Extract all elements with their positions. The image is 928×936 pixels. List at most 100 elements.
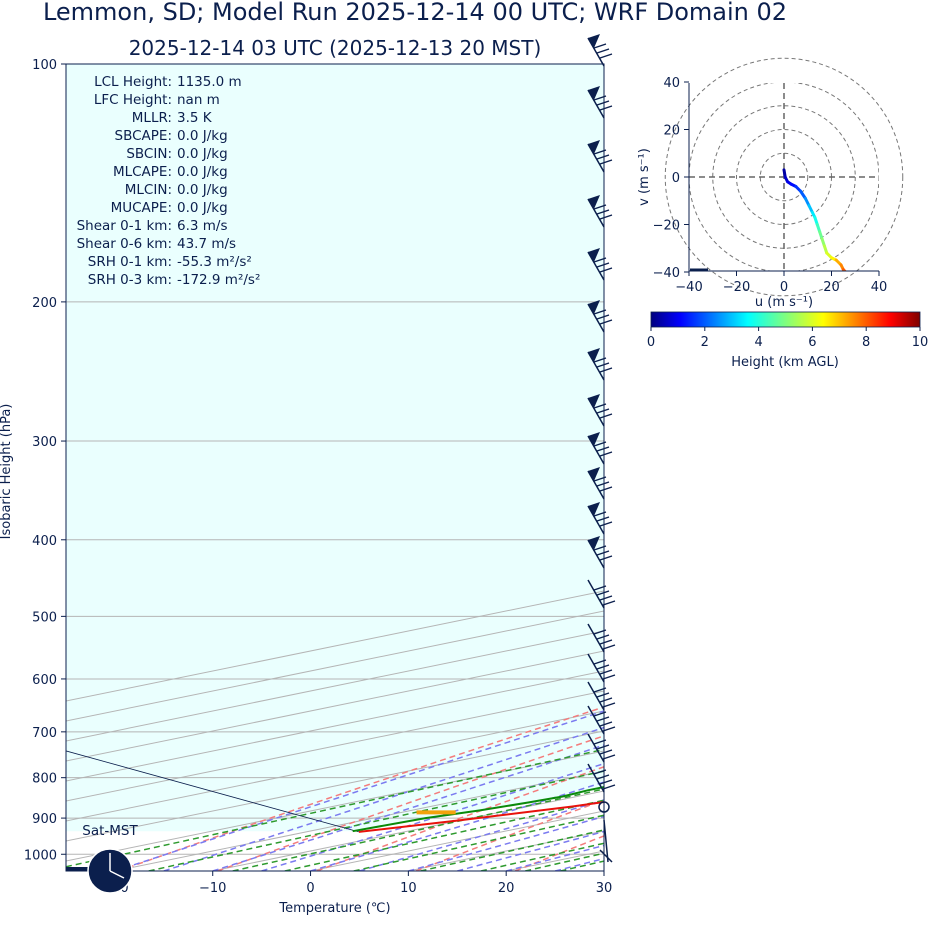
barb-staff	[587, 470, 605, 500]
barb-feather	[593, 149, 607, 155]
barb-feather	[599, 721, 613, 727]
barb-feather	[599, 367, 613, 373]
y-tick-label: 1000	[24, 848, 57, 863]
barb-staff	[587, 435, 605, 465]
barb-staff	[587, 143, 605, 173]
y-axis-label: Isobaric Height (hPa)	[0, 404, 14, 540]
stat-value: 0.0 J/kg	[177, 128, 228, 144]
wind-barb-icon	[587, 394, 613, 427]
dry-adiabat	[813, 64, 928, 871]
barb-feather	[593, 441, 607, 447]
wind-barb-icon	[587, 432, 613, 465]
barb-feather	[599, 521, 613, 527]
barb-feather	[596, 774, 610, 780]
x-tick-label: −10	[199, 881, 226, 896]
wind-barb-icon	[587, 536, 613, 569]
barb-feather	[593, 476, 607, 482]
barb-feather	[599, 639, 613, 645]
barb-staff	[587, 89, 605, 119]
y-tick-label: 700	[32, 726, 57, 741]
wind-barb-icon	[587, 579, 616, 609]
barb-feather	[599, 319, 613, 325]
barb-feather	[596, 100, 610, 106]
isotherm-gridline	[66, 690, 604, 802]
x-tick-label: 30	[596, 881, 613, 896]
barb-feather	[596, 362, 610, 368]
x-axis-label: Temperature (℃)	[278, 901, 390, 916]
barb-staff	[587, 705, 605, 735]
y-tick-label: 200	[32, 296, 57, 311]
wind-barb-icon	[587, 623, 616, 653]
stat-value: 0.0 J/kg	[177, 146, 228, 162]
plot-frame	[65, 63, 605, 872]
barb-feather	[596, 262, 610, 268]
moist-adiabat	[310, 781, 604, 871]
wind-barb-icon	[587, 653, 616, 683]
barb-flag	[588, 34, 600, 48]
moist-adiabat	[653, 302, 928, 871]
barb-staff	[587, 351, 605, 381]
barb-flag	[588, 394, 600, 408]
moist-adiabat	[554, 857, 604, 871]
barb-feather	[596, 408, 610, 414]
stat-value: 0.0 J/kg	[177, 200, 228, 216]
barb-staff	[587, 539, 605, 569]
moist-adiabat	[702, 302, 928, 871]
y-tick-label: 400	[32, 534, 57, 549]
wind-barb-icon	[587, 705, 616, 735]
barb-flag	[588, 195, 600, 209]
wind-barb-icon	[587, 733, 616, 763]
barb-staff	[603, 819, 609, 863]
mixing-ratio-line	[148, 770, 604, 871]
barb-feather	[599, 53, 613, 59]
stat-label: MLCIN:	[125, 182, 172, 198]
stat-value: 0.0 J/kg	[177, 182, 228, 198]
clock-hand	[109, 870, 125, 879]
barb-feather	[596, 590, 610, 596]
moist-adiabat	[163, 726, 604, 871]
wind-barb-icon	[587, 195, 613, 228]
wind-barb-icon	[587, 348, 613, 381]
barb-feather	[599, 595, 613, 601]
barb-feather	[596, 516, 610, 522]
moist-adiabat	[212, 744, 604, 871]
x-tick-label: 0	[306, 881, 314, 896]
stat-label: SBCIN:	[126, 146, 172, 162]
barb-feather	[596, 446, 610, 452]
barb-feather	[593, 629, 607, 635]
barb-feather	[596, 744, 610, 750]
stat-label: SBCAPE:	[115, 128, 172, 144]
stat-label: Shear 0-1 km:	[77, 218, 172, 234]
moist-adiabat	[603, 870, 604, 871]
barb-feather	[593, 545, 607, 551]
barb-flag	[588, 536, 600, 550]
barb-feather	[602, 784, 616, 790]
barb-feather	[596, 481, 610, 487]
moist-adiabat	[408, 815, 604, 871]
barb-staff	[587, 303, 605, 333]
calm-circle	[598, 801, 610, 813]
chart-subtitle: 2025-12-14 03 UTC (2025-12-13 20 MST)	[128, 36, 542, 60]
stat-label: LCL Height:	[94, 74, 172, 90]
barb-flag	[588, 432, 600, 446]
y-tick-label: 100	[32, 58, 57, 73]
barb-feather	[593, 204, 607, 210]
barb-flag	[588, 140, 600, 154]
y-tick-label: 800	[32, 772, 57, 787]
stat-label: MLCAPE:	[113, 164, 172, 180]
y-tick-label: 300	[32, 435, 57, 450]
barb-feather	[596, 48, 610, 54]
barb-feather	[593, 511, 607, 517]
barb-feather	[599, 779, 613, 785]
barb-feather	[599, 105, 613, 111]
dry-adiabat	[614, 64, 928, 871]
barb-feather	[593, 711, 607, 717]
stat-label: SRH 0-1 km:	[88, 254, 172, 270]
wind-barb-icon	[587, 140, 613, 173]
barb-feather	[593, 43, 607, 49]
barb-feather	[599, 214, 613, 220]
barb-staff	[587, 623, 605, 653]
dry-adiabat	[912, 64, 928, 871]
y-tick-label: 900	[32, 812, 57, 827]
barb-feather	[593, 687, 607, 693]
